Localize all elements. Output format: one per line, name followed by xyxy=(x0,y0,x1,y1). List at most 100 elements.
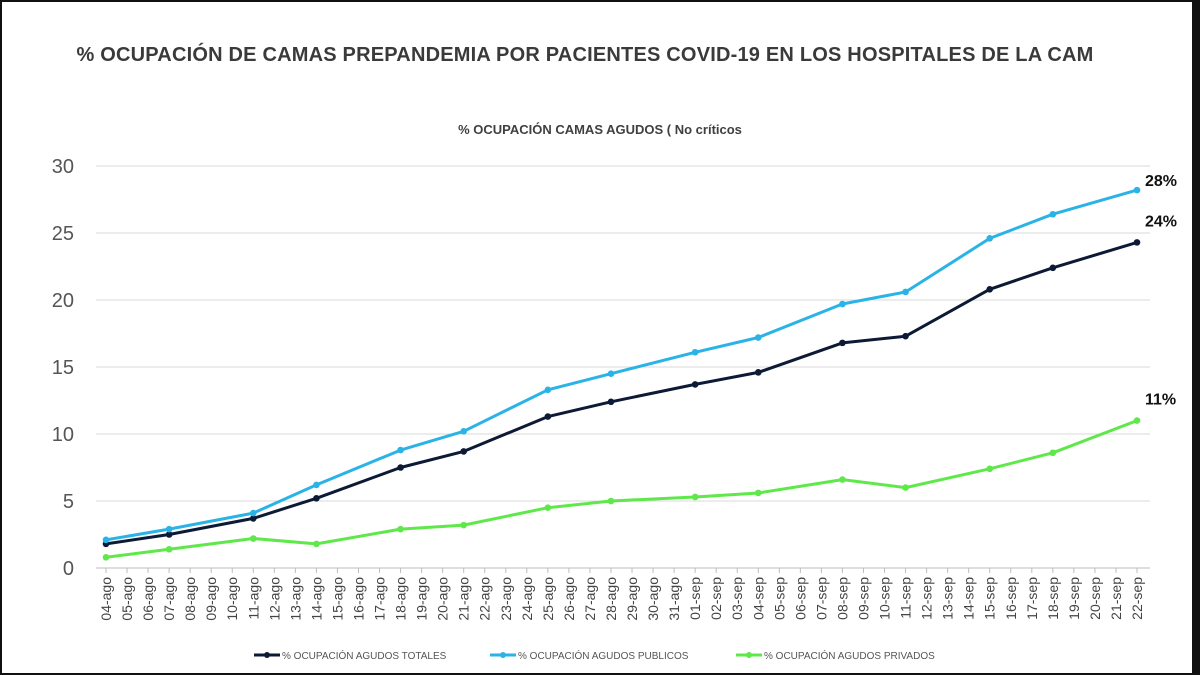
x-tick-label: 29-ago xyxy=(624,577,640,621)
data-point xyxy=(313,481,320,489)
x-tick-label: 15-ago xyxy=(329,577,345,621)
x-tick-label: 26-ago xyxy=(561,577,577,621)
series-3 xyxy=(102,417,1141,561)
x-tick-label: 07-ago xyxy=(161,577,177,621)
data-point xyxy=(1133,239,1141,246)
x-tick-label: 12-ago xyxy=(266,577,282,621)
legend-marker xyxy=(264,652,270,658)
end-annotations: 28% 24% 11% xyxy=(1145,173,1177,408)
data-point xyxy=(1133,186,1141,194)
x-tick-label: 08-sep xyxy=(834,577,850,620)
data-point xyxy=(313,495,320,502)
legend-label: % OCUPACIÓN AGUDOS PUBLICOS xyxy=(518,649,689,662)
data-point xyxy=(544,504,552,512)
series-2 xyxy=(102,186,1141,544)
end-value-label: 11% xyxy=(1145,392,1176,409)
x-tick-label: 22-ago xyxy=(477,577,493,621)
x-tick-label: 19-sep xyxy=(1066,577,1082,620)
data-point xyxy=(249,515,257,522)
data-point xyxy=(102,553,110,561)
data-point xyxy=(165,531,173,538)
series-line xyxy=(105,419,1138,559)
series-1 xyxy=(102,239,1141,548)
data-point xyxy=(754,334,762,341)
data-point xyxy=(1049,264,1057,272)
y-tick-label: 20 xyxy=(52,290,74,312)
x-tick-label: 05-sep xyxy=(771,577,787,620)
data-point xyxy=(691,381,699,388)
legend-item-3: % OCUPACIÓN AGUDOS PRIVADOS xyxy=(736,649,935,662)
legend-marker xyxy=(746,652,752,658)
data-point xyxy=(902,332,909,340)
x-tick-label: 13-ago xyxy=(287,577,303,621)
y-tick-label: 15 xyxy=(52,357,74,379)
grid-lines xyxy=(96,165,1150,569)
x-tick-label: 07-sep xyxy=(813,577,829,620)
data-point xyxy=(1049,210,1057,218)
data-point xyxy=(460,448,467,455)
data-point xyxy=(397,525,404,533)
x-tick-label: 25-ago xyxy=(540,577,556,621)
data-point xyxy=(397,464,404,471)
data-point xyxy=(607,497,615,505)
data-point xyxy=(902,484,909,491)
x-tick-label: 15-sep xyxy=(982,577,998,620)
end-value-label: 28% xyxy=(1145,173,1177,190)
x-tick-label: 30-ago xyxy=(645,577,661,621)
data-point xyxy=(249,535,257,542)
x-tick-label: 10-sep xyxy=(877,577,893,620)
data-point xyxy=(607,370,615,378)
data-point xyxy=(691,493,699,501)
x-tick-label: 09-sep xyxy=(855,577,871,620)
data-point xyxy=(986,465,994,473)
x-tick-label: 20-ago xyxy=(435,577,451,621)
chart-subtitle: % OCUPACIÓN CAMAS AGUDOS ( No críticos xyxy=(458,122,742,137)
series-line xyxy=(105,188,1138,542)
x-tick-label: 04-ago xyxy=(98,577,114,621)
end-value-label: 24% xyxy=(1145,213,1177,230)
x-tick-label: 28-ago xyxy=(603,577,619,621)
x-tick-label: 11-ago xyxy=(245,577,261,620)
data-point xyxy=(839,339,846,347)
data-point xyxy=(839,476,846,483)
legend-label: % OCUPACIÓN AGUDOS TOTALES xyxy=(282,649,447,662)
x-tick-label: 14-sep xyxy=(961,577,977,620)
x-tick-label: 13-sep xyxy=(940,577,956,620)
x-tick-label: 10-ago xyxy=(224,577,240,621)
data-point xyxy=(986,235,994,242)
x-tick-label: 05-ago xyxy=(119,577,135,621)
x-tick-label: 09-ago xyxy=(203,577,219,621)
x-tick-label: 06-sep xyxy=(792,577,808,620)
legend-label: % OCUPACIÓN AGUDOS PRIVADOS xyxy=(764,649,935,662)
data-point xyxy=(102,536,110,544)
x-tick-label: 16-ago xyxy=(350,577,366,621)
data-point xyxy=(691,348,699,356)
data-point xyxy=(902,288,909,296)
x-tick-label: 17-sep xyxy=(1024,577,1040,620)
x-tick-label: 18-ago xyxy=(393,577,409,621)
chart-title: % OCUPACIÓN DE CAMAS PREPANDEMIA POR PAC… xyxy=(76,44,1094,66)
data-point xyxy=(607,398,615,406)
x-tick-label: 17-ago xyxy=(372,577,388,621)
data-point xyxy=(397,446,404,454)
x-tick-label: 19-ago xyxy=(414,577,430,621)
x-tick-label: 11-sep xyxy=(898,577,914,619)
x-tick-label: 06-ago xyxy=(140,577,156,621)
data-point xyxy=(754,369,762,376)
series-line xyxy=(105,240,1138,546)
y-axis: 0 5 10 15 20 25 30 xyxy=(52,156,74,580)
x-tick-label: 20-sep xyxy=(1087,577,1103,620)
data-point xyxy=(839,300,846,308)
data-point xyxy=(460,521,467,529)
legend: % OCUPACIÓN AGUDOS TOTALES % OCUPACIÓN AG… xyxy=(254,649,935,662)
data-point xyxy=(986,285,994,293)
x-tick-label: 12-sep xyxy=(919,577,935,620)
data-point xyxy=(544,386,552,394)
data-point xyxy=(313,540,320,548)
x-tick-label: 22-sep xyxy=(1129,577,1145,620)
y-tick-label: 25 xyxy=(52,223,74,245)
x-tick-label: 16-sep xyxy=(1003,577,1019,620)
x-tick-label: 18-sep xyxy=(1045,577,1061,620)
x-tick-label: 08-ago xyxy=(182,577,198,621)
